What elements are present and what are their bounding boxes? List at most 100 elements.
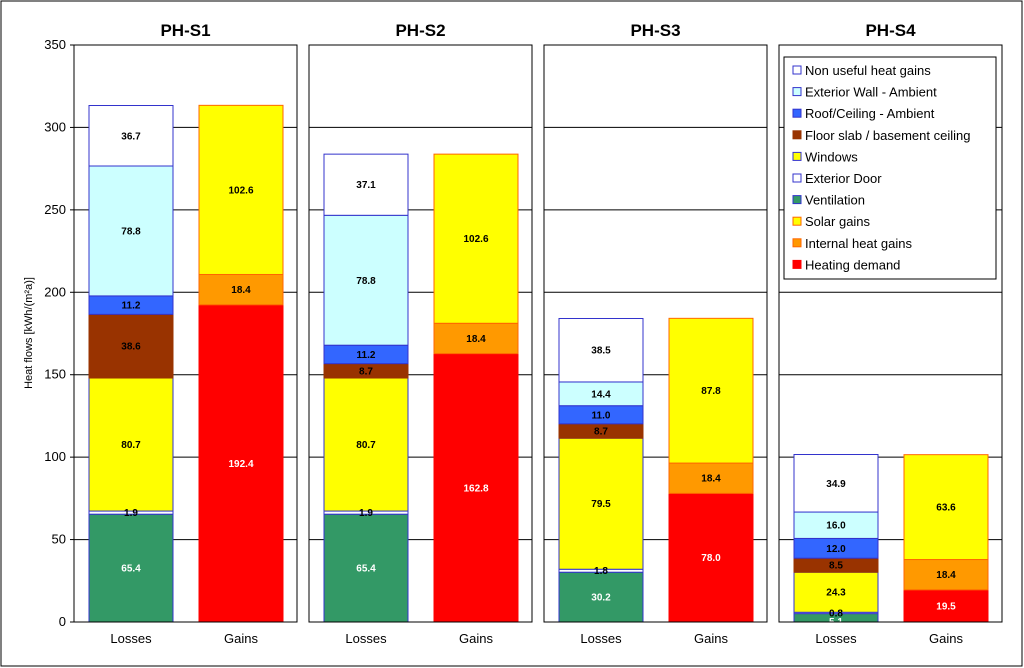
legend-label: Ventilation (805, 193, 865, 208)
bar-ph-s1-losses: 65.4 1.9 80.7 38.6 11.2 78.8 36.7 (88, 105, 174, 623)
bar-ph-s3-losses: 30.2 1.8 79.5 8.7 11.0 14.4 38.5 (558, 317, 644, 623)
x-category-label: Gains (929, 631, 963, 646)
data-label: 34.9 (826, 479, 846, 490)
bar-ph-s2-gains: 162.8 18.4 102.6 (433, 153, 519, 623)
data-label: 11.2 (357, 350, 376, 361)
panel-ph-s3: PH-S3 30.2 1.8 79.5 8.7 11.0 14.4 38.5 Losses 78.… (543, 21, 768, 646)
bar-ph-s2-losses: 65.4 1.9 80.7 8.7 11.2 78.8 37.1 (323, 153, 409, 623)
data-label: 18.4 (936, 570, 956, 581)
legend-label: Exterior Wall - Ambient (805, 85, 937, 100)
bar-segment-heating-demand (668, 492, 754, 623)
bar-segment-internal-heat-gains (198, 273, 284, 306)
panel-title: PH-S2 (395, 21, 445, 40)
panel-title: PH-S1 (160, 21, 210, 40)
plot-frame (308, 44, 533, 623)
legend-label: Solar gains (805, 214, 871, 229)
data-label: 18.4 (701, 474, 721, 485)
bar-segment-internal-heat-gains (433, 322, 519, 355)
data-label: 162.8 (463, 483, 488, 494)
legend-swatch (792, 216, 802, 226)
bar-ph-s4-losses: 5.10.824.38.512.016.034.9 (793, 454, 879, 628)
data-label: 1.9 (124, 508, 138, 519)
data-label: 11.0 (592, 410, 611, 421)
data-label: 65.4 (356, 564, 376, 575)
legend-label: Heating demand (805, 257, 900, 272)
x-category-label: Gains (459, 631, 493, 646)
data-label: 1.8 (594, 566, 608, 577)
data-label: 24.3 (826, 588, 846, 599)
legend-item-heating-demand: Heating demand (792, 257, 900, 272)
y-tick-label: 350 (44, 37, 66, 52)
data-label: 63.6 (936, 503, 956, 514)
data-label: 18.4 (231, 285, 251, 296)
bar-ph-s3-gains: 78.0 18.4 87.8 (668, 317, 754, 623)
bar-ph-s4-gains: 19.5 18.4 63.6 (903, 454, 989, 623)
x-category-label: Gains (224, 631, 258, 646)
bar-segment-exterior-wall-ambient (88, 165, 174, 297)
data-label: 78.0 (701, 553, 721, 564)
y-tick-label: 200 (44, 284, 66, 299)
bar-segment-exterior-wall-ambient (793, 511, 879, 539)
bar-segment-non-useful-heat-gains (558, 317, 644, 383)
data-label: 37.1 (356, 180, 376, 191)
bar-segment-non-useful-heat-gains (88, 105, 174, 167)
y-tick-label: 150 (44, 367, 66, 382)
x-category-label: Losses (815, 631, 857, 646)
bar-segment-solar-gains (668, 317, 754, 464)
plot-frame (778, 44, 1003, 623)
legend-item-windows: Windows (792, 149, 858, 164)
bar-segment-non-useful-heat-gains (793, 454, 879, 513)
bar-segment-ventilation (88, 513, 174, 623)
plot-frame (543, 44, 768, 623)
legend-label: Windows (805, 149, 858, 164)
legend-label: Roof/Ceiling - Ambient (805, 106, 935, 121)
y-tick-label: 100 (44, 449, 66, 464)
data-label: 14.4 (591, 389, 611, 400)
legend-swatch (792, 173, 802, 183)
legend: Non useful heat gains Exterior Wall - Amb… (783, 56, 997, 280)
legend-swatch (792, 238, 802, 248)
bar-segment-solar-gains (903, 454, 989, 561)
legend-box (783, 56, 997, 280)
legend-label: Exterior Door (805, 171, 882, 186)
x-category-label: Losses (110, 631, 152, 646)
data-label: 78.8 (121, 226, 141, 237)
bar-segment-non-useful-heat-gains (323, 153, 409, 216)
data-label: 102.6 (463, 234, 488, 245)
data-label: 80.7 (121, 440, 141, 451)
legend-swatch (792, 108, 802, 118)
data-label: 38.6 (121, 342, 141, 353)
legend-label: Non useful heat gains (805, 63, 931, 78)
x-category-label: Gains (694, 631, 728, 646)
bar-segment-solar-gains (198, 104, 284, 275)
data-label: 8.7 (359, 366, 373, 377)
data-label: 79.5 (591, 499, 611, 510)
panel-title: PH-S3 (630, 21, 680, 40)
y-axis-label: Heat flows [kWh/(m²a)] (23, 277, 35, 389)
panel-title: PH-S4 (865, 21, 916, 40)
plot-frame (73, 44, 298, 623)
legend-item-floor-slab-basement-ceiling: Floor slab / basement ceiling (792, 128, 970, 143)
data-label: 65.4 (121, 564, 141, 575)
legend-swatch (792, 151, 802, 161)
panel-ph-s1: PH-S1 65.4 1.9 80.7 38.6 11.2 78.8 36.7 Losses 19… (73, 21, 298, 646)
data-label: 18.4 (466, 334, 486, 345)
data-label: 30.2 (591, 593, 611, 604)
legend-item-solar-gains: Solar gains (792, 214, 871, 229)
data-label: 36.7 (121, 131, 141, 142)
data-label: 8.7 (594, 427, 608, 438)
data-label: 8.5 (829, 561, 843, 572)
y-tick-label: 0 (59, 614, 66, 629)
bar-segment-windows (323, 377, 409, 512)
bar-segment-windows (88, 377, 174, 512)
bar-segment-floor-slab-basement-ceiling (88, 313, 174, 379)
y-tick-label: 50 (52, 532, 66, 547)
panel-ph-s2: PH-S2 65.4 1.9 80.7 8.7 11.2 78.8 37.1 Losses 162… (308, 21, 533, 646)
data-label: 12.0 (826, 544, 846, 555)
legend-swatch (792, 87, 802, 97)
x-category-label: Losses (580, 631, 622, 646)
legend-label: Floor slab / basement ceiling (805, 128, 970, 143)
y-tick-label: 300 (44, 119, 66, 134)
bar-ph-s1-gains: 192.4 18.4 102.6 (198, 104, 284, 623)
